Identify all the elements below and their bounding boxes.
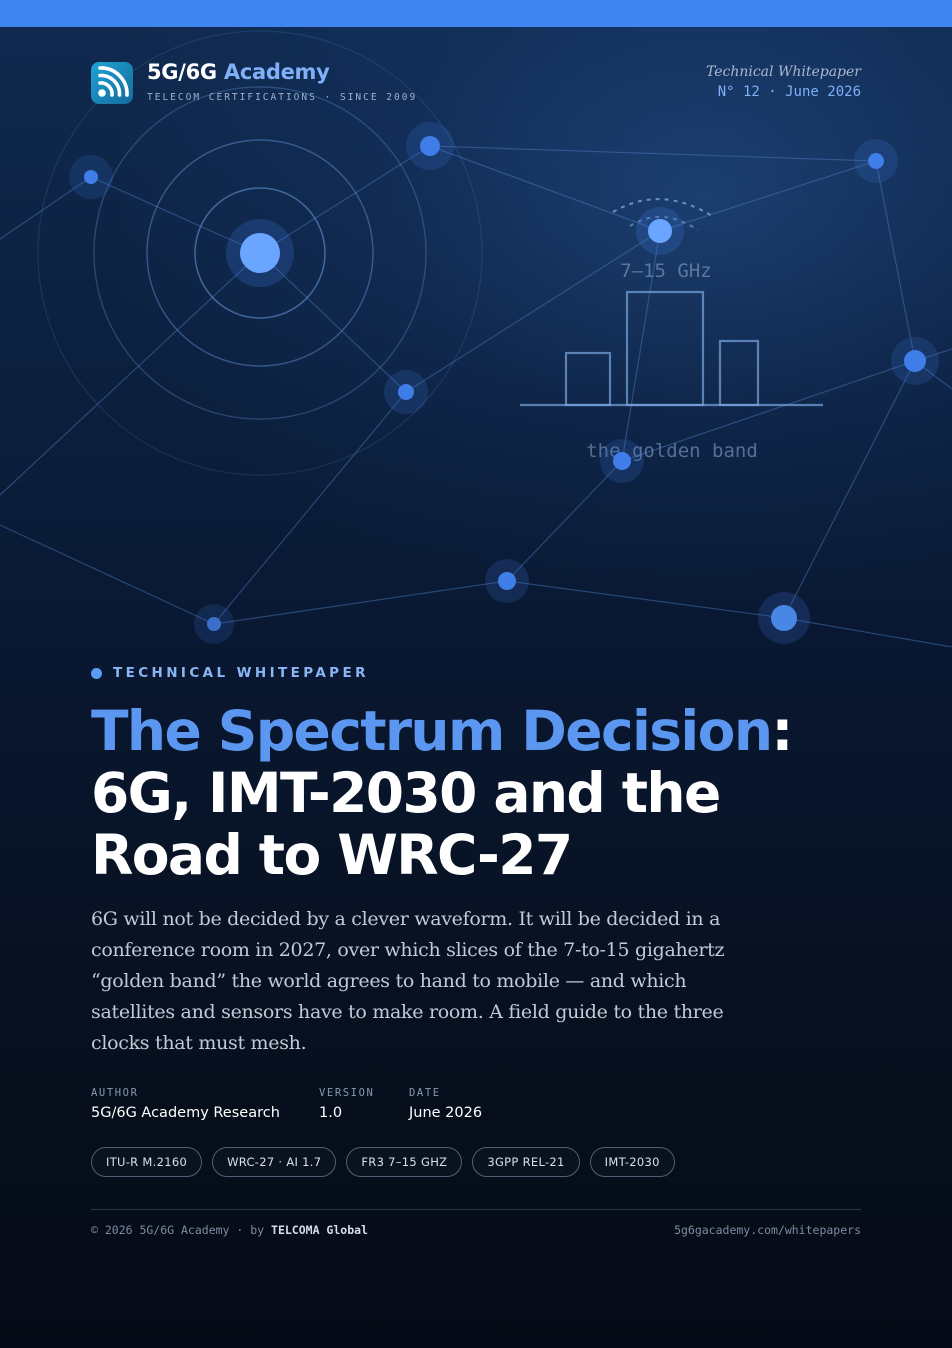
issue-number: N° 12 · June 2026 xyxy=(717,84,861,100)
meta-date: DATE June 2026 xyxy=(409,1087,482,1121)
publisher-name: TELCOMA Global xyxy=(271,1223,368,1237)
brand-name-primary: 5G/6G xyxy=(147,60,217,84)
kicker-label: TECHNICAL WHITEPAPER xyxy=(113,665,369,681)
tag-list: ITU-R M.2160 WRC-27 · AI 1.7 FR3 7–15 GH… xyxy=(91,1147,675,1177)
document-type: Technical Whitepaper xyxy=(705,64,861,80)
brand-name: 5G/6G Academy xyxy=(147,60,330,84)
footer-url: 5g6gacademy.com/whitepapers xyxy=(674,1223,861,1237)
copyright-text: © 2026 5G/6G Academy · by xyxy=(91,1223,265,1237)
author-value: 5G/6G Academy Research xyxy=(91,1105,280,1121)
background-glow xyxy=(120,27,952,587)
kicker-dot-icon xyxy=(91,667,102,679)
kicker: TECHNICAL WHITEPAPER xyxy=(91,665,369,681)
wifi-signal-icon xyxy=(91,62,133,104)
meta-version: VERSION 1.0 xyxy=(319,1087,374,1121)
tag-fr3: FR3 7–15 GHZ xyxy=(346,1147,463,1177)
version-label: VERSION xyxy=(319,1087,375,1099)
top-accent-bar xyxy=(0,0,952,27)
tag-wrc-27: WRC-27 · AI 1.7 xyxy=(212,1147,337,1177)
band-label: 7–15 GHz xyxy=(620,260,712,282)
brand-tagline: TELECOM CERTIFICATIONS · SINCE 2009 xyxy=(147,92,418,103)
tag-itu-r: ITU-R M.2160 xyxy=(91,1147,203,1177)
date-label: DATE xyxy=(409,1087,441,1099)
title-rest: : 6G, IMT-2030 and the Road to WRC-27 xyxy=(91,699,793,887)
brand-name-accent: Academy xyxy=(223,60,330,84)
network-illustration: 7–15 GHz the golden band xyxy=(0,30,952,647)
meta-author: AUTHOR 5G/6G Academy Research xyxy=(91,1087,280,1121)
footer-divider xyxy=(91,1209,861,1210)
date-value: June 2026 xyxy=(409,1105,483,1121)
page-title: The Spectrum Decision: 6G, IMT-2030 and … xyxy=(91,700,861,886)
tag-3gpp: 3GPP REL-21 xyxy=(472,1147,580,1177)
lede-paragraph: 6G will not be decided by a clever wavef… xyxy=(91,908,725,1054)
title-accent: The Spectrum Decision xyxy=(91,699,773,763)
author-label: AUTHOR xyxy=(91,1087,139,1099)
footer-copyright: © 2026 5G/6G Academy · by TELCOMA Global xyxy=(91,1223,368,1237)
version-value: 1.0 xyxy=(319,1105,343,1121)
tag-imt-2030: IMT-2030 xyxy=(589,1147,675,1177)
